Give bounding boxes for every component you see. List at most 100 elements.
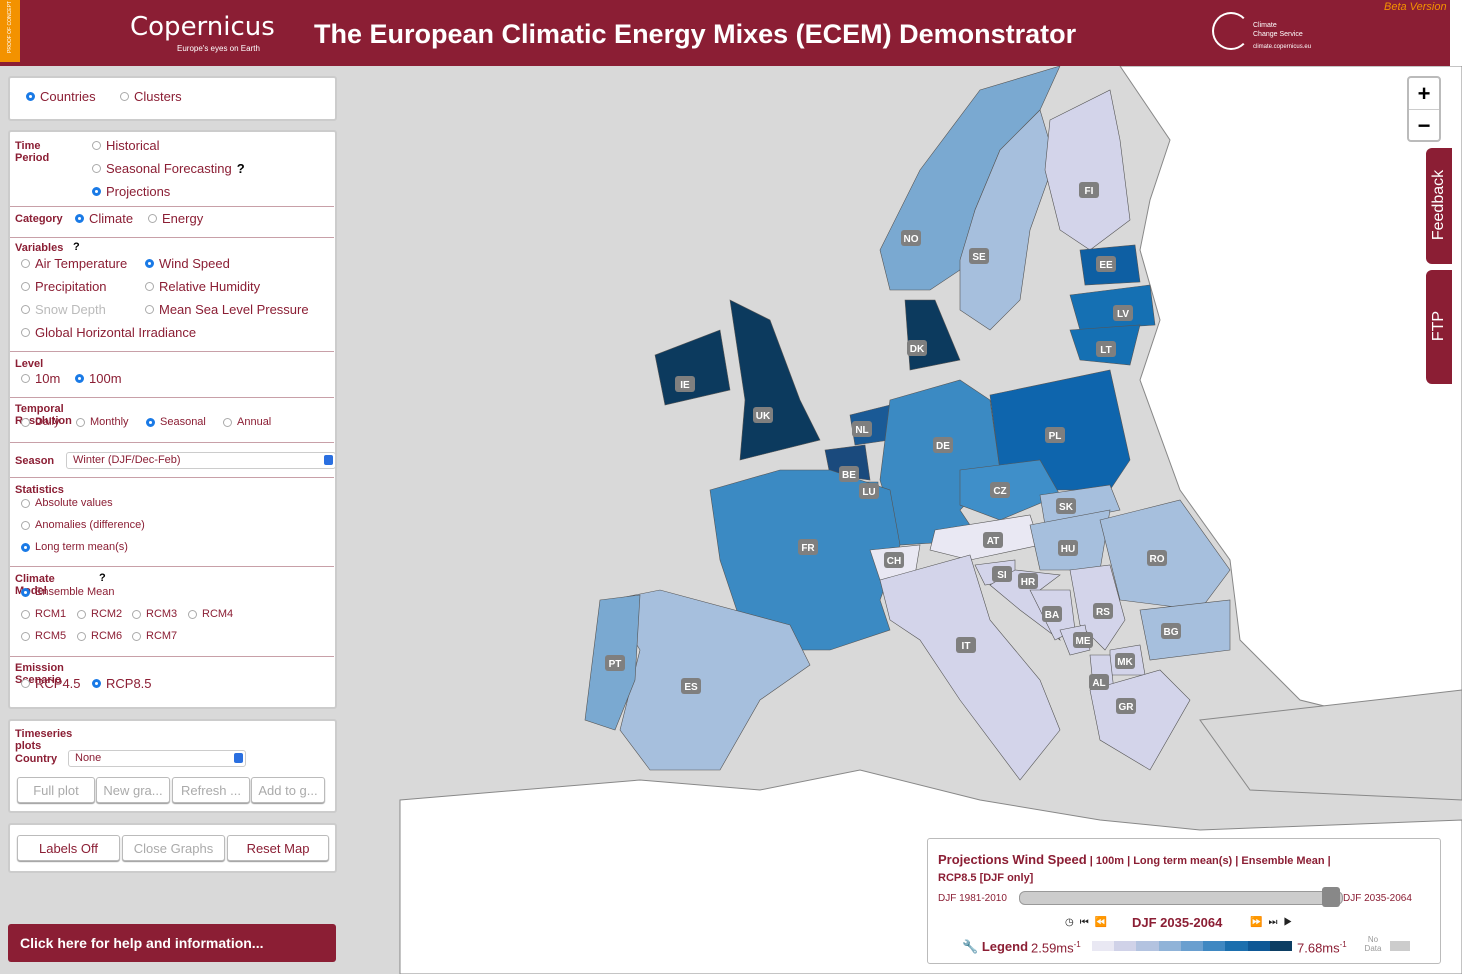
radio[interactable] (21, 305, 30, 314)
radio[interactable] (21, 631, 30, 641)
radio[interactable] (21, 542, 30, 552)
map-button[interactable]: Close Graphs (122, 835, 225, 861)
radio[interactable] (92, 679, 101, 688)
radio[interactable] (223, 417, 232, 427)
radio-option[interactable]: Annual (223, 416, 271, 428)
radio[interactable] (75, 214, 84, 223)
radio-option[interactable]: Mean Sea Level Pressure (145, 302, 309, 317)
timeseries-button[interactable]: New gra... (96, 777, 170, 803)
help-button[interactable]: Click here for help and information... (8, 924, 336, 962)
radio-option[interactable]: RCM7 (132, 630, 177, 642)
radio-option[interactable]: 100m (75, 371, 122, 386)
radio-option[interactable]: RCM6 (77, 630, 122, 642)
country[interactable] (1069, 284, 1156, 331)
radio-option[interactable]: Wind Speed (145, 256, 230, 271)
radio-option[interactable]: Precipitation (21, 279, 107, 294)
radio[interactable] (21, 374, 30, 383)
radio-option[interactable]: RCM1 (21, 608, 66, 620)
radio-label: RCM4 (202, 608, 234, 620)
radio-option[interactable]: Daily (21, 416, 59, 428)
radio[interactable] (145, 282, 154, 291)
radio[interactable] (145, 259, 154, 268)
radio[interactable] (21, 259, 30, 268)
radio-option[interactable]: 10m (21, 371, 60, 386)
timeline-track[interactable] (1019, 891, 1343, 905)
zoom-out[interactable]: − (1417, 113, 1431, 138)
radio[interactable] (75, 374, 84, 383)
radio[interactable] (146, 417, 155, 427)
radio[interactable] (92, 164, 101, 173)
country[interactable] (879, 554, 1061, 781)
season-select[interactable]: Winter (DJF/Dec-Feb) (66, 452, 336, 469)
radio-option[interactable]: Historical (92, 138, 159, 153)
radio-option[interactable]: Anomalies (difference) (21, 519, 145, 531)
radio[interactable] (77, 609, 86, 619)
timeseries-button[interactable]: Add to g... (251, 777, 325, 803)
zoom-in[interactable]: + (1409, 78, 1439, 110)
radio-option[interactable]: Air Temperature (21, 256, 127, 271)
radio-option[interactable]: RCM4 (188, 608, 233, 620)
radio[interactable] (120, 92, 129, 101)
map-button[interactable]: Labels Off (17, 835, 120, 861)
country[interactable] (709, 469, 901, 651)
radio-option[interactable]: RCM3 (132, 608, 177, 620)
radio[interactable] (92, 187, 101, 196)
radio[interactable] (26, 92, 35, 101)
radio[interactable] (92, 141, 101, 150)
radio-option[interactable]: Seasonal Forecasting? (92, 161, 245, 176)
radio[interactable] (21, 328, 30, 337)
country[interactable] (1044, 89, 1131, 251)
country[interactable] (959, 109, 1056, 331)
radio-option[interactable]: Long term mean(s) (21, 541, 128, 553)
radio-option[interactable]: Ensemble Mean (21, 586, 115, 598)
country[interactable] (1089, 669, 1191, 771)
country-label: ES (684, 682, 698, 693)
country-select[interactable]: None (68, 750, 246, 767)
radio[interactable] (21, 498, 30, 508)
playback-controls[interactable]: ⏩⏭▶ (1250, 917, 1299, 928)
playback-controls[interactable]: ◷⏮⏪ (1065, 917, 1114, 928)
radio[interactable] (21, 520, 30, 530)
country[interactable] (729, 299, 821, 461)
radio[interactable] (76, 417, 85, 427)
radio-option[interactable]: Energy (148, 211, 203, 226)
country[interactable] (654, 329, 731, 406)
radio-option[interactable]: Climate (75, 211, 133, 226)
radio-option[interactable]: Countries (26, 89, 96, 104)
radio-option[interactable]: RCP4.5 (21, 676, 81, 691)
radio-option[interactable]: Clusters (120, 89, 182, 104)
radio[interactable] (188, 609, 197, 619)
badge: PROOF OF CONCEPT (0, 0, 20, 62)
map-button[interactable]: Reset Map (227, 835, 329, 861)
country[interactable] (879, 379, 1001, 546)
radio-option[interactable]: RCP8.5 (92, 676, 152, 691)
radio[interactable] (132, 609, 141, 619)
radio[interactable] (21, 417, 30, 427)
radio-option[interactable]: Global Horizontal Irradiance (21, 325, 196, 340)
timeseries-button[interactable]: Refresh ... (172, 777, 250, 803)
country[interactable] (904, 299, 961, 371)
timeline-handle[interactable] (1322, 887, 1340, 907)
feedback-tab[interactable]: Feedback (1426, 148, 1452, 264)
radio[interactable] (148, 214, 157, 223)
radio-option[interactable]: Monthly (76, 416, 129, 428)
radio-option[interactable]: Relative Humidity (145, 279, 260, 294)
radio-option[interactable]: RCM5 (21, 630, 66, 642)
country-label-bg (1073, 632, 1093, 648)
radio[interactable] (145, 305, 154, 314)
radio[interactable] (21, 609, 30, 619)
radio-option[interactable]: Seasonal (146, 416, 206, 428)
country-label-bg (969, 248, 989, 264)
timeseries-button[interactable]: Full plot (17, 777, 95, 803)
radio[interactable] (21, 679, 30, 688)
radio-option[interactable]: Absolute values (21, 497, 113, 509)
radio-option[interactable]: Projections (92, 184, 170, 199)
country[interactable] (1039, 484, 1121, 526)
ftp-tab[interactable]: FTP (1426, 270, 1452, 384)
radio-option[interactable]: RCM2 (77, 608, 122, 620)
radio[interactable] (21, 282, 30, 291)
radio[interactable] (132, 631, 141, 641)
radio[interactable] (77, 631, 86, 641)
country[interactable] (1139, 599, 1231, 661)
radio[interactable] (21, 587, 30, 597)
